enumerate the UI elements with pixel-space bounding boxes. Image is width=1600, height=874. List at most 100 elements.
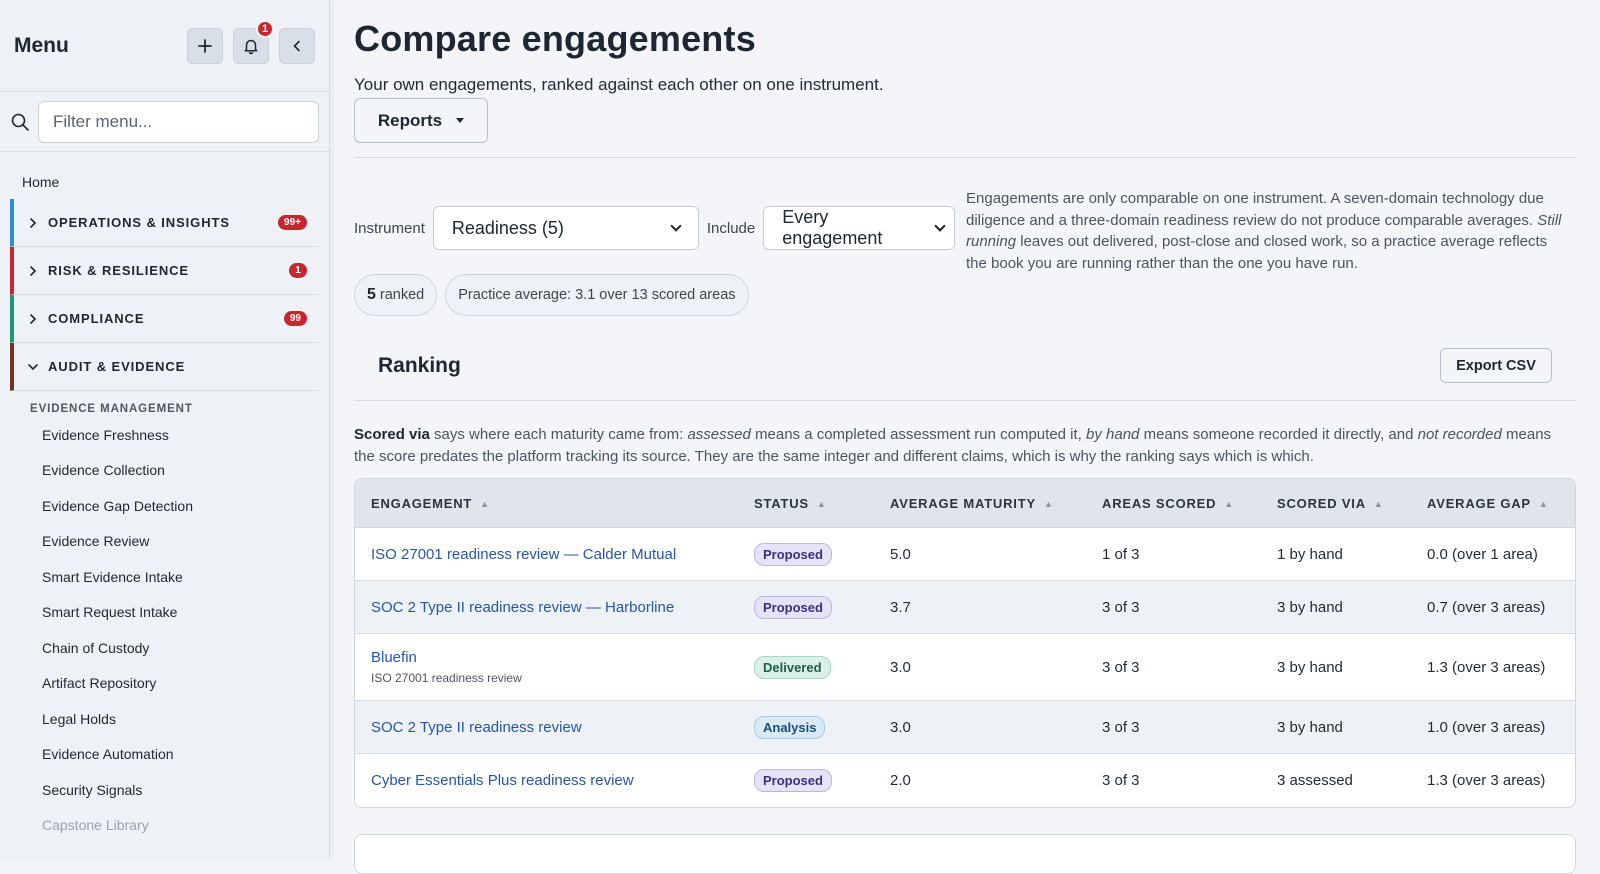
status-badge: Proposed [754, 542, 832, 566]
sort-icon: ▲︎ [1373, 499, 1384, 510]
ranked-count: 5 [367, 286, 376, 303]
sort-icon: ▲︎ [480, 499, 490, 510]
comparability-explanation: Engagements are only comparable on one i… [966, 188, 1566, 274]
engagement-link[interactable]: ISO 27001 readiness review — Calder Mutu… [371, 545, 677, 563]
maturity-cell: 5.0 [874, 528, 1086, 581]
sidebar-group-risk-resilience[interactable]: RISK & RESILIENCE 1 [10, 247, 319, 295]
note-emphasis: by hand [1086, 426, 1140, 443]
plus-icon [198, 38, 212, 53]
table-row: Cyber Essentials Plus readiness review P… [355, 754, 1575, 807]
header-label: AVERAGE MATURITY [890, 495, 1036, 511]
chevron-down-icon [670, 219, 682, 232]
divider [354, 157, 1576, 158]
sidebar-group-label: OPERATIONS & INSIGHTS [48, 215, 230, 230]
scored-via-term: Scored via [354, 426, 430, 443]
header-label: AVERAGE GAP [1427, 495, 1531, 511]
gap-cell: 1.3 (over 3 areas) [1411, 634, 1575, 701]
add-button[interactable] [187, 27, 223, 64]
maturity-cell: 3.7 [874, 581, 1086, 634]
sidebar-item-security-signals[interactable]: Security Signals [42, 781, 143, 798]
scored-via-cell: 3 by hand [1261, 634, 1411, 701]
engagement-cell: ISO 27001 readiness review — Calder Mutu… [355, 528, 738, 581]
column-header-average-maturity[interactable]: AVERAGE MATURITY ▲︎ [874, 479, 1086, 528]
note-text: means the score predates the platform tr… [354, 426, 1552, 465]
engagement-cell: Bluefin ISO 27001 readiness review [355, 634, 738, 701]
column-header-status[interactable]: STATUS ▲︎ [738, 479, 874, 528]
note-emphasis: not recorded [1417, 426, 1502, 443]
sidebar-item-evidence-freshness[interactable]: Evidence Freshness [42, 426, 169, 443]
sidebar-group-compliance[interactable]: COMPLIANCE 99 [10, 295, 319, 343]
table-row: SOC 2 Type II readiness review — Harborl… [355, 581, 1575, 634]
scored-via-cell: 1 by hand [1261, 528, 1411, 581]
maturity-cell: 2.0 [890, 772, 911, 789]
page-title: Compare engagements [354, 18, 756, 59]
column-header-scored-via[interactable]: SCORED VIA ▲︎ [1261, 479, 1411, 528]
instrument-value: Readiness (5) [451, 217, 564, 238]
header-label: ENGAGEMENT [371, 495, 473, 511]
status-cell: Proposed [738, 754, 874, 807]
sidebar-item-evidence-gap-detection[interactable]: Evidence Gap Detection [42, 497, 193, 514]
sidebar: Menu 1 Home OPERATIONS & INSIGHTS 99+ RI… [0, 0, 330, 858]
engagement-link[interactable]: Cyber Essentials Plus readiness review [371, 772, 634, 789]
engagement-link[interactable]: Bluefin [371, 649, 417, 666]
sidebar-item-home[interactable]: Home [22, 174, 60, 190]
sidebar-item-chain-of-custody[interactable]: Chain of Custody [42, 639, 150, 656]
gap-cell: 0.0 (over 1 area) [1411, 528, 1575, 581]
sidebar-item-artifact-repository[interactable]: Artifact Repository [42, 675, 157, 692]
bell-icon [244, 39, 258, 54]
include-select[interactable]: Every engagement [763, 206, 956, 250]
caret-down-icon [456, 118, 465, 123]
sidebar-item-smart-evidence-intake[interactable]: Smart Evidence Intake [42, 568, 183, 585]
note-text: means someone recorded it directly, and [1139, 426, 1418, 443]
areas-cell: 3 of 3 [1086, 581, 1261, 634]
table-header-row: ENGAGEMENT ▲︎ STATUS ▲︎ AVERAGE MATURITY ▲︎… [355, 479, 1575, 528]
sidebar-group-operations-insights[interactable]: OPERATIONS & INSIGHTS 99+ [10, 199, 319, 247]
note-text: says where each maturity came from: [429, 426, 688, 443]
instrument-label: Instrument [354, 219, 425, 237]
engagement-link[interactable]: SOC 2 Type II readiness review — Harborl… [371, 598, 675, 616]
scored-via-note: Scored via says where each maturity came… [354, 424, 1576, 467]
count-badge: 99 [283, 311, 307, 326]
sidebar-group-label: RISK & RESILIENCE [48, 263, 189, 278]
sidebar-item-legal-holds[interactable]: Legal Holds [42, 710, 116, 727]
areas-cell: 1 of 3 [1086, 528, 1261, 581]
status-cell: Proposed [738, 528, 874, 581]
sidebar-item-capstone-library[interactable]: Capstone Library [42, 817, 149, 834]
count-badge: 1 [289, 263, 307, 278]
engagement-link[interactable]: SOC 2 Type II readiness review [371, 718, 582, 736]
export-csv-button[interactable]: Export CSV [1440, 348, 1552, 383]
ranking-table: ENGAGEMENT ▲︎ STATUS ▲︎ AVERAGE MATURITY ▲︎… [354, 478, 1576, 808]
sidebar-title: Menu [14, 33, 69, 57]
sidebar-group-audit-evidence[interactable]: AUDIT & EVIDENCE [10, 343, 319, 391]
notifications-button[interactable]: 1 [233, 19, 274, 64]
areas-cell: 3 of 3 [1086, 634, 1261, 701]
scored-via-cell: 3 by hand [1261, 701, 1411, 754]
status-badge: Analysis [754, 715, 826, 739]
sidebar-item-evidence-automation[interactable]: Evidence Automation [42, 746, 174, 763]
sort-icon: ▲︎ [1538, 499, 1549, 510]
reports-dropdown-button[interactable]: Reports [354, 98, 488, 143]
gap-cell: 1.3 (over 3 areas) [1427, 772, 1546, 789]
sidebar-item-smart-request-intake[interactable]: Smart Request Intake [42, 604, 178, 621]
table-row: SOC 2 Type II readiness review Analysis … [355, 701, 1575, 754]
engagement-subtitle: ISO 27001 readiness review [371, 671, 522, 685]
filter-menu-input[interactable] [38, 100, 319, 143]
include-label: Include [706, 219, 756, 237]
sidebar-item-evidence-review[interactable]: Evidence Review [42, 533, 150, 550]
sidebar-item-evidence-collection[interactable]: Evidence Collection [42, 462, 165, 479]
status-cell: Delivered [738, 634, 874, 701]
column-header-engagement[interactable]: ENGAGEMENT ▲︎ [355, 479, 738, 528]
chevron-down-icon [934, 219, 946, 232]
engagement-cell: SOC 2 Type II readiness review — Harborl… [355, 581, 738, 634]
status-badge: Proposed [754, 769, 832, 792]
engagement-cell: Cyber Essentials Plus readiness review [355, 754, 738, 807]
status-cell: Proposed [738, 581, 874, 634]
instrument-select[interactable]: Readiness (5) [432, 206, 699, 250]
column-header-areas-scored[interactable]: AREAS SCORED ▲︎ [1086, 479, 1261, 528]
status-badge: Delivered [754, 655, 831, 679]
collapse-sidebar-button[interactable] [279, 27, 315, 64]
gap-cell: 0.7 (over 3 areas) [1411, 581, 1575, 634]
column-header-average-gap[interactable]: AVERAGE GAP ▲︎ [1411, 479, 1575, 528]
practice-average-pill: Practice average: 3.1 over 13 scored are… [445, 274, 749, 316]
note-text: means a completed assessment run compute… [750, 426, 1087, 443]
